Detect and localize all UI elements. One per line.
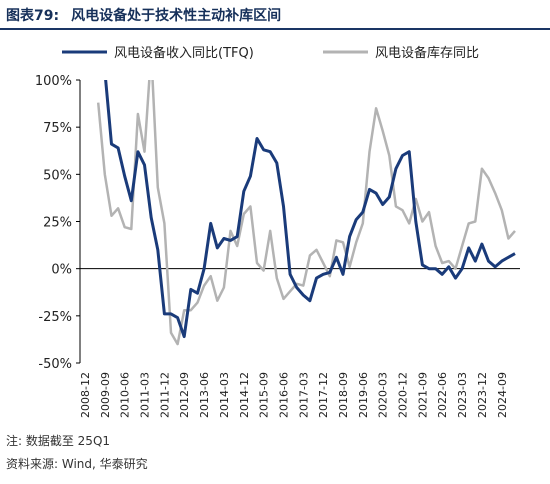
x-tick-label: 2015-09: [258, 372, 271, 418]
series-line-2: [96, 80, 516, 346]
legend-label-1: 风电设备收入同比(TFQ): [114, 45, 254, 61]
x-tick-label: 2014-03: [218, 372, 231, 418]
chart: 风电设备收入同比(TFQ) 风电设备库存同比 100% 75% 50% 25% 0% -25…: [35, 45, 520, 418]
x-tick-label: 2021-09: [416, 372, 429, 418]
y-tick-label: -25%: [38, 310, 72, 325]
legend-label-2: 风电设备库存同比: [375, 45, 479, 61]
legend: 风电设备收入同比(TFQ) 风电设备库存同比: [62, 45, 479, 61]
x-tick-label: 2016-06: [277, 372, 290, 418]
x-tick-label: 2009-09: [99, 372, 112, 418]
x-tick-label: 2022-06: [436, 372, 449, 418]
title-rule: [0, 28, 550, 30]
x-tick-label: 2012-09: [178, 372, 191, 418]
x-tick-label: 2017-12: [317, 372, 330, 418]
series-line-1: [104, 80, 516, 339]
figure-title: 图表79: 风电设备处于技术性主动补库区间: [6, 5, 281, 25]
x-tick-label: 2019-06: [357, 372, 370, 418]
y-tick-label: 0%: [51, 263, 72, 278]
source-note: 资料来源: Wind, 华泰研究: [6, 457, 148, 471]
x-tick-label: 2018-09: [337, 372, 350, 418]
x-tick-label: 2023-03: [456, 372, 469, 418]
series-layer: [96, 80, 516, 346]
figure-number: 图表79:: [6, 8, 60, 24]
x-axis: 2008-12 2009-09 2010-06 2011-03 2011-12 2012-…: [79, 372, 509, 418]
y-tick-label: -50%: [38, 357, 72, 372]
y-tick-label: 25%: [43, 216, 72, 231]
x-tick-label: 2017-03: [297, 372, 310, 418]
x-tick-label: 2024-09: [496, 372, 509, 418]
y-axis: 100% 75% 50% 25% 0% -25% -50%: [35, 74, 80, 372]
x-tick-label: 2008-12: [79, 372, 92, 418]
figure-title-text: 风电设备处于技术性主动补库区间: [71, 8, 282, 24]
x-tick-label: 2014-12: [238, 372, 251, 418]
x-tick-label: 2011-03: [139, 372, 152, 418]
x-tick-label: 2010-06: [119, 372, 132, 418]
x-tick-label: 2020-03: [377, 372, 390, 418]
x-tick-label: 2020-12: [397, 372, 410, 418]
x-tick-label: 2011-12: [158, 372, 171, 418]
y-tick-label: 100%: [35, 74, 72, 89]
x-tick-label: 2013-06: [198, 372, 211, 418]
data-note: 注: 数据截至 25Q1: [6, 434, 111, 448]
x-tick-label: 2023-12: [476, 372, 489, 418]
y-tick-label: 50%: [43, 168, 72, 183]
y-tick-label: 75%: [43, 121, 72, 136]
